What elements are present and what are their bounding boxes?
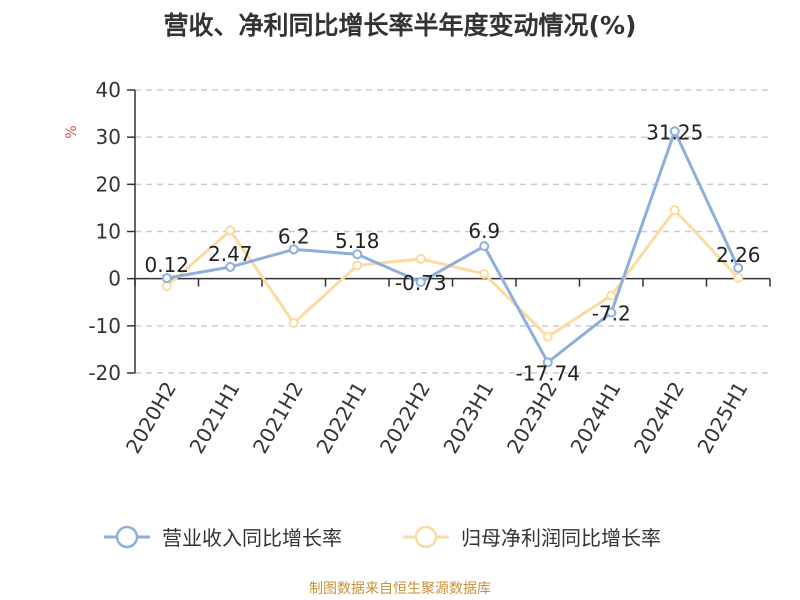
data-point xyxy=(352,249,363,260)
data-point xyxy=(161,281,172,292)
data-point xyxy=(669,126,680,137)
data-label: -7.2 xyxy=(592,302,631,326)
series-line xyxy=(165,208,740,339)
y-tick-label: -20 xyxy=(88,361,121,385)
data-labels: 0.12 2.47 6.2 5.18 -0.73 6.9 -17.74 -7.2 31.25 2.… xyxy=(144,120,760,385)
data-label: -17.74 xyxy=(516,361,580,385)
y-tick-label: 30 xyxy=(96,125,121,149)
data-source-note: 制图数据来自恒生聚源数据库 xyxy=(309,581,491,597)
chart-title: 营收、净利同比增长率半年度变动情况(%) xyxy=(163,11,637,40)
legend-label: 营业收入同比增长率 xyxy=(162,526,342,550)
data-label: 5.18 xyxy=(335,229,380,253)
data-point xyxy=(415,253,426,264)
x-tick-label: 2024H1 xyxy=(565,378,625,458)
data-label: 0.12 xyxy=(144,253,189,277)
x-tick-label: 2023H1 xyxy=(438,378,498,458)
series-layer xyxy=(161,126,744,368)
data-point xyxy=(352,260,363,271)
data-label: -0.73 xyxy=(395,271,447,295)
data-point xyxy=(479,241,490,252)
grid xyxy=(135,89,770,374)
legend-item[interactable]: 营业收入同比增长率 xyxy=(104,525,342,550)
x-tick-label: 2021H2 xyxy=(248,378,308,458)
y-tick-label: 10 xyxy=(96,220,121,244)
x-tick-label: 2022H1 xyxy=(311,378,371,458)
data-point xyxy=(542,357,553,368)
x-tick-label: 2020H2 xyxy=(121,378,181,458)
x-tick-label: 2022H2 xyxy=(375,378,435,458)
series-line xyxy=(166,129,740,364)
legend-label: 归母净利润同比增长率 xyxy=(461,526,661,550)
legend-marker-swatch xyxy=(115,525,139,549)
y-tick-label: 40 xyxy=(96,78,121,102)
data-label: 6.2 xyxy=(278,224,310,248)
y-tick-label: 20 xyxy=(96,172,121,196)
data-point xyxy=(479,268,490,279)
legend-marker-swatch xyxy=(414,525,438,549)
legend-item[interactable]: 归母净利润同比增长率 xyxy=(403,525,661,550)
x-tick-label: 2023H2 xyxy=(502,378,562,458)
data-point xyxy=(542,331,553,342)
data-point xyxy=(225,262,236,273)
data-point xyxy=(288,318,299,329)
data-label: 2.47 xyxy=(208,242,253,266)
data-point xyxy=(225,225,236,236)
y-tick-label: -10 xyxy=(88,314,121,338)
data-point xyxy=(288,244,299,255)
data-point xyxy=(161,273,172,284)
data-label: 2.26 xyxy=(716,243,761,267)
y-tick-label: 0 xyxy=(108,267,121,291)
y-axis-unit-label: % xyxy=(64,125,80,138)
data-point xyxy=(606,307,617,318)
legend: 营业收入同比增长率 归母净利润同比增长率 xyxy=(104,525,661,550)
data-point xyxy=(606,290,617,301)
data-point xyxy=(733,263,744,274)
data-label: 6.9 xyxy=(468,219,500,243)
data-point xyxy=(669,205,680,216)
x-tick-label: 2021H1 xyxy=(184,378,244,458)
data-label: 31.25 xyxy=(646,120,703,144)
data-point xyxy=(733,272,744,283)
x-tick-label: 2024H2 xyxy=(629,378,689,458)
data-point xyxy=(415,277,426,288)
x-tick-label: 2025H1 xyxy=(692,378,752,458)
